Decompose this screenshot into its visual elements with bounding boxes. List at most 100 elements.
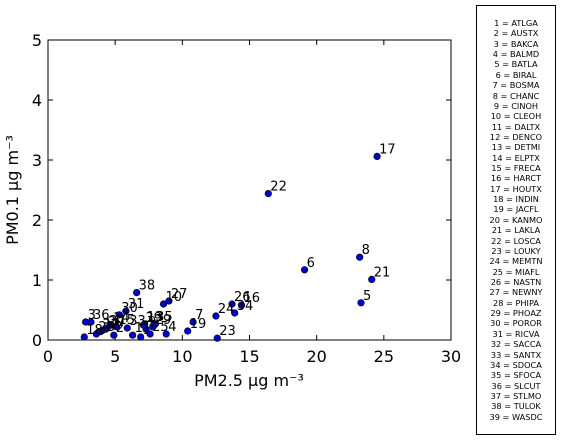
point-label: 4 xyxy=(168,320,176,335)
legend-entry: 2 = AUSTX xyxy=(493,28,539,39)
point-label: 34 xyxy=(237,299,254,314)
data-point xyxy=(231,309,239,317)
point-label: 30 xyxy=(121,301,138,316)
legend-entry: 14 = ELPTX xyxy=(492,152,540,163)
legend-entry: 30 = POROR xyxy=(490,318,542,329)
point-label: 9 xyxy=(148,315,156,330)
data-point xyxy=(213,334,221,342)
x-tick-label: 30 xyxy=(441,347,461,366)
data-point xyxy=(264,190,272,198)
legend-list: 1 = ATLGA 2 = AUSTX 3 = BAKCA 4 = BALMD 5 = … xyxy=(477,18,555,422)
data-points xyxy=(80,152,381,342)
legend-entry: 24 = MEMTN xyxy=(489,256,543,267)
data-point xyxy=(300,266,309,274)
data-point xyxy=(373,152,381,160)
point-label: 1 xyxy=(143,323,151,338)
data-point xyxy=(189,318,197,326)
y-tick-label: 1 xyxy=(32,271,42,290)
y-tick-label: 0 xyxy=(32,331,42,350)
legend-entry: 29 = PHOAZ xyxy=(490,308,542,319)
legend-entry: 28 = PHIPA xyxy=(492,297,539,308)
y-tick-label: 5 xyxy=(32,31,42,50)
point-label: 28 xyxy=(98,320,115,335)
point-label: 29 xyxy=(155,313,172,328)
plot-area xyxy=(47,39,452,341)
point-label: 17 xyxy=(379,142,396,157)
point-label: 27 xyxy=(171,287,188,302)
point-label: 3 xyxy=(88,308,96,323)
data-point xyxy=(228,300,236,308)
point-label: 18 xyxy=(86,323,103,338)
y-axis-label: PM0.1 μg m⁻³ xyxy=(3,135,22,245)
data-point xyxy=(165,297,173,305)
point-label: 20 xyxy=(108,315,125,330)
point-label: 33 xyxy=(129,314,146,329)
x-tick-label: 10 xyxy=(172,347,192,366)
point-label: 26 xyxy=(234,290,251,305)
y-tick-label: 4 xyxy=(32,91,42,110)
legend-entry: 20 = KANMO xyxy=(489,214,543,225)
point-label: 7 xyxy=(195,308,203,323)
point-label: 31 xyxy=(128,297,145,312)
legend-entry: 35 = SFOCA xyxy=(490,370,542,381)
data-point xyxy=(123,324,131,332)
legend-entry: 12 = DENCO xyxy=(489,131,543,142)
point-label: 16 xyxy=(243,291,260,306)
legend-entry: 22 = LOSCA xyxy=(491,235,541,246)
legend-entry: 34 = SDOCA xyxy=(490,359,542,370)
y-tick-label: 2 xyxy=(32,211,42,230)
point-label: 21 xyxy=(374,265,391,280)
point-label: 8 xyxy=(362,243,370,258)
point-label: 10 xyxy=(166,290,183,305)
data-point xyxy=(357,299,365,307)
legend-entry: 27 = NEWNY xyxy=(489,287,543,298)
data-point xyxy=(87,318,95,326)
legend-entry: 4 = BALMD xyxy=(492,49,540,60)
point-label: 5 xyxy=(363,289,371,304)
data-point xyxy=(237,301,246,309)
legend-entry: 18 = INDIN xyxy=(493,194,539,205)
legend-entry: 5 = BATLA xyxy=(494,59,538,70)
legend: 1 = ATLGA 2 = AUSTX 3 = BAKCA 4 = BALMD 5 = … xyxy=(476,5,556,435)
data-point xyxy=(368,275,376,284)
data-point xyxy=(103,324,111,332)
legend-entry: 15 = FRECA xyxy=(491,163,541,174)
legend-entry: 25 = MIAFL xyxy=(492,266,540,277)
legend-entry: 37 = STLMO xyxy=(490,390,542,401)
point-label: 39 xyxy=(145,311,162,326)
point-label: 35 xyxy=(156,310,173,325)
data-point xyxy=(159,300,168,308)
legend-entry: 19 = JACFL xyxy=(493,204,539,215)
legend-entry: 9 = CINOH xyxy=(493,100,539,111)
x-tick-label: 25 xyxy=(374,347,394,366)
legend-entry: 31 = RICVA xyxy=(492,328,540,339)
data-point xyxy=(133,289,141,297)
point-label: 13 xyxy=(147,310,164,325)
legend-entry: 38 = TULOK xyxy=(491,401,541,412)
legend-entry: 11 = DALTX xyxy=(491,121,541,132)
data-point xyxy=(112,323,121,331)
data-point xyxy=(96,328,104,336)
point-label: 15 xyxy=(119,313,136,328)
y-tick-label: 3 xyxy=(32,151,42,170)
point-label: 12 xyxy=(104,317,121,332)
data-point xyxy=(137,333,145,341)
legend-entry: 33 = SANTX xyxy=(490,349,542,360)
data-point xyxy=(212,312,220,320)
legend-entry: 36 = SLCUT xyxy=(491,380,541,391)
data-point xyxy=(115,311,123,319)
x-tick-label: 15 xyxy=(239,347,259,366)
data-point xyxy=(146,330,154,338)
x-axis-ticks: 0 5 10 15 20 25 30 xyxy=(43,40,461,366)
data-point xyxy=(110,331,118,339)
x-tick-label: 5 xyxy=(110,347,120,366)
x-tick-label: 20 xyxy=(306,347,326,366)
x-axis-label: PM2.5 μg m⁻³ xyxy=(194,371,304,390)
data-point xyxy=(150,320,158,328)
legend-entry: 32 = SACCA xyxy=(490,339,542,350)
data-point xyxy=(162,330,170,338)
legend-entry: 1 = ATLGA xyxy=(494,18,538,28)
